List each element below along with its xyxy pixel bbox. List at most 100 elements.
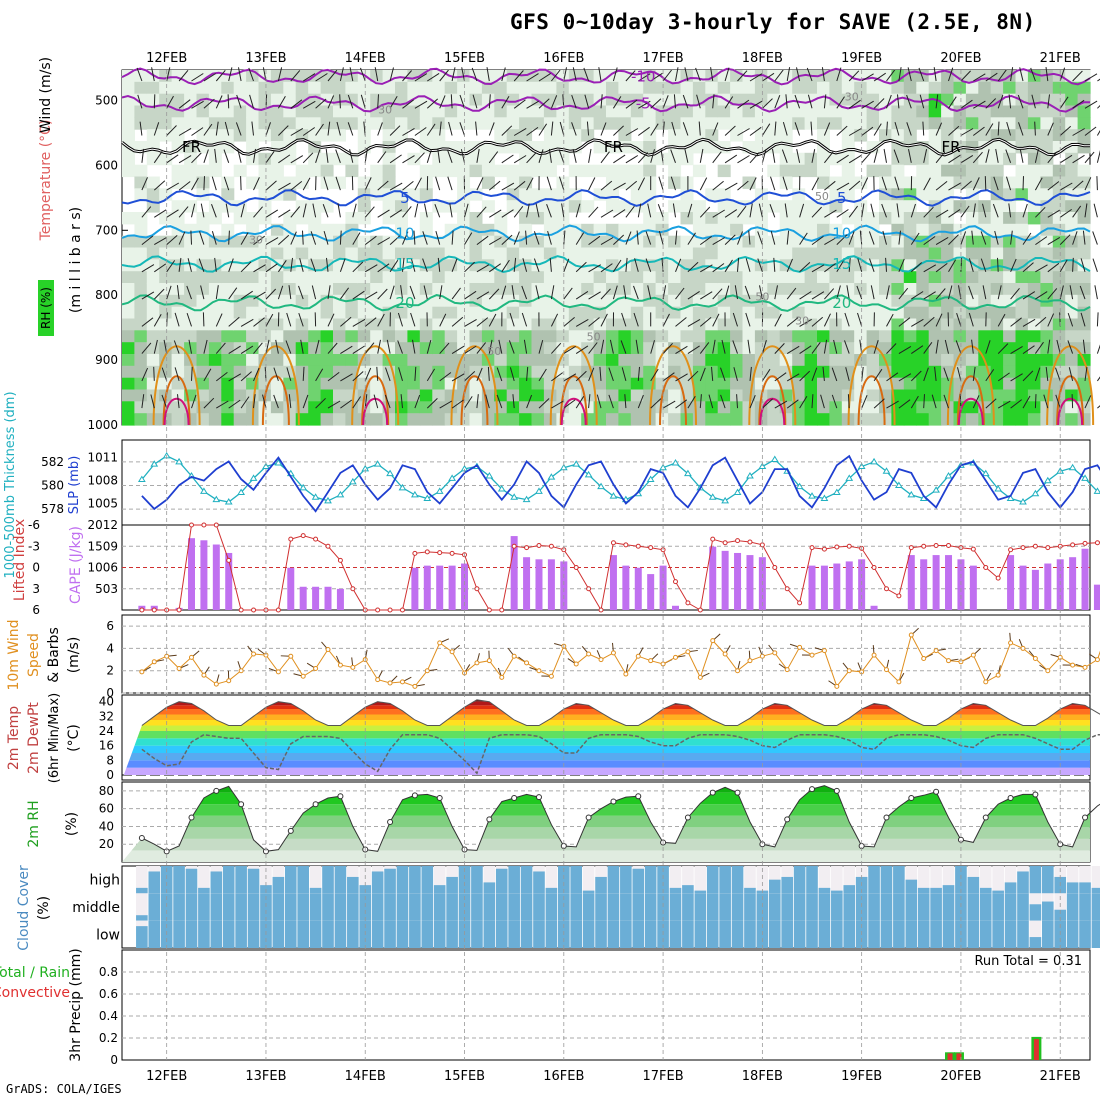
wind-barb <box>389 209 403 218</box>
rh-band <box>122 815 1090 828</box>
rh-shading-cell <box>395 70 408 83</box>
wind-barb <box>253 394 256 409</box>
rh-shading-cell <box>618 129 632 142</box>
rh-shading-cell <box>519 81 533 95</box>
isotherm-line <box>121 189 1091 207</box>
rh-contour-label: 50 <box>487 345 501 358</box>
date-label-bottom: 12FEB <box>146 1069 187 1084</box>
rh-shading-cell <box>159 247 173 260</box>
cloud-cell <box>1042 866 1054 894</box>
rh-shading-cell <box>370 235 384 249</box>
wind-barb <box>311 285 317 300</box>
rh-shading-cell <box>1065 212 1079 225</box>
rh-shading-cell <box>1065 342 1079 355</box>
wind-speed-point <box>437 640 443 646</box>
rh-shading-cell <box>444 105 458 118</box>
wind-barb <box>439 400 453 409</box>
rh-shading-cell <box>779 105 793 118</box>
rh-shading-cell <box>630 306 644 320</box>
wind-barb <box>153 339 158 354</box>
rh-shading-cell <box>779 235 793 249</box>
wind-barb <box>720 394 726 409</box>
cloud-cell <box>669 887 682 894</box>
rh-shading-cell <box>1027 152 1041 166</box>
rh-shading-cell <box>444 259 458 272</box>
panel-label-cloud-units: (%) <box>36 896 52 920</box>
rh-shading-cell <box>283 223 297 237</box>
rh-shading-cell <box>506 200 520 213</box>
wind-barb <box>886 285 890 300</box>
rh-shading-cell <box>792 389 806 402</box>
rh-shading-cell <box>953 129 967 142</box>
rh-point <box>1032 791 1039 798</box>
cloud-cell <box>433 893 446 921</box>
rh-shading-cell <box>618 365 632 379</box>
rh-shading-cell <box>258 212 272 225</box>
wind-barb <box>174 312 180 327</box>
rh-shading-cell <box>122 105 135 118</box>
wind-barb <box>671 121 676 136</box>
cape-bar <box>423 565 431 610</box>
rh-shading-cell <box>767 200 781 213</box>
wind-barb <box>848 128 862 136</box>
rh-shading-cell <box>891 176 905 189</box>
rh-shading-cell <box>146 152 160 166</box>
wind-barb <box>761 340 767 354</box>
rh-shading-cell <box>258 129 272 142</box>
rh-shading-cell <box>692 413 706 426</box>
wind-barb <box>1019 149 1024 163</box>
rh-shading-cell <box>655 306 669 320</box>
rh-shading-cell <box>618 81 632 95</box>
rh-shading-cell <box>308 164 322 178</box>
rh-shading-cell <box>965 271 979 284</box>
rh-shading-cell <box>928 342 942 355</box>
wind-barb <box>278 154 291 164</box>
panel-label-thickness: 1000-500mb Thickness (dm) <box>3 391 18 578</box>
rh-shading-cell <box>928 306 942 320</box>
lifted-index-point <box>735 538 741 544</box>
rh-shading-cell <box>680 176 694 189</box>
rh-shading-cell <box>333 271 346 284</box>
isotherm-label: 15 <box>395 255 414 273</box>
rh-shading-cell <box>494 271 508 284</box>
wind-barb <box>238 67 242 82</box>
rh-shading-cell <box>804 223 818 237</box>
rh-shading-cell <box>990 413 1004 426</box>
rh-shading-cell <box>494 389 508 402</box>
cape-tick: 1006 <box>87 561 118 575</box>
wind-barb <box>1069 285 1074 300</box>
wind-barb <box>883 148 887 163</box>
rh-shading-cell <box>432 330 446 343</box>
rh-shading-cell <box>1027 306 1041 320</box>
cloud-cell <box>979 920 992 948</box>
rh-shading-cell <box>643 306 657 320</box>
rh-shading-cell <box>1077 164 1091 178</box>
rh-shading-cell <box>1052 212 1066 225</box>
rh-shading-cell <box>171 129 185 142</box>
wind-barb <box>861 151 872 164</box>
cloud-cell <box>446 893 458 921</box>
wind-barb <box>699 367 706 382</box>
wind-barb <box>224 121 230 136</box>
wind-barb <box>550 285 555 300</box>
rh-shading-cell <box>506 247 520 260</box>
lifted-index-point <box>797 600 803 606</box>
cloud-cell-bg <box>930 866 942 894</box>
wind-barb <box>1047 262 1060 273</box>
wind-barb <box>402 155 415 164</box>
cloud-cell <box>843 885 856 894</box>
rh-shading-cell <box>965 247 979 260</box>
wind-barb <box>178 99 191 109</box>
wind-barb <box>588 264 601 273</box>
cloud-cell-bg <box>682 866 694 894</box>
thickness-point <box>510 493 519 500</box>
date-label-bottom: 14FEB <box>345 1069 386 1084</box>
wind-barb <box>389 285 395 300</box>
rh-shading-cell <box>668 164 682 178</box>
wind-barb <box>1072 128 1085 136</box>
wind-barb <box>747 339 751 354</box>
wind-barb <box>712 122 719 136</box>
wind-barb <box>699 177 708 191</box>
rh-shading-cell <box>705 129 719 142</box>
wind-barb <box>265 209 279 218</box>
